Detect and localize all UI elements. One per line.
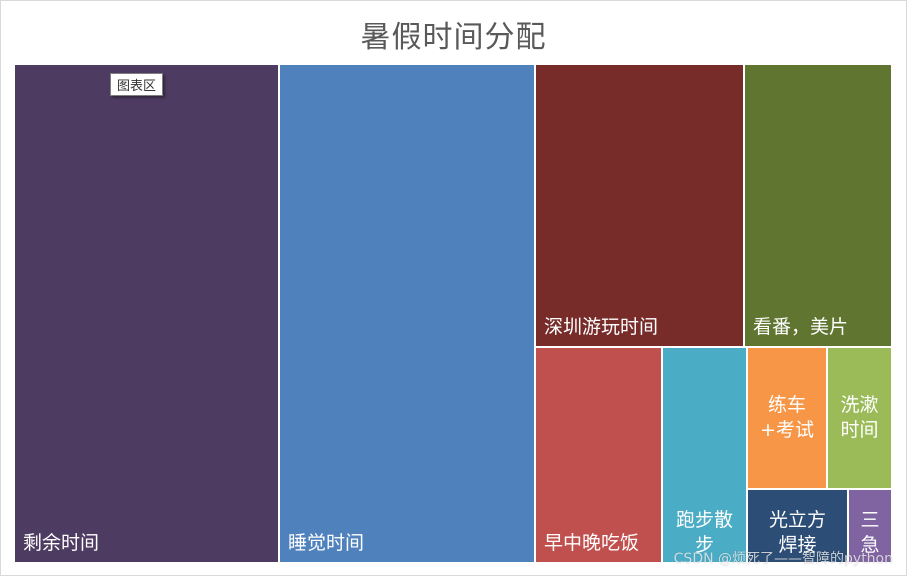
tile-meals[interactable]: 早中晚吃饭 [535, 347, 662, 563]
tile-shenzhen-trip[interactable]: 深圳游玩时间 [535, 64, 744, 347]
tile-label-sleep-time: 睡觉时间 [288, 532, 365, 554]
tile-label-driving-practice: 练车+考试 [760, 394, 814, 441]
tile-label-restroom: 三急 [860, 509, 880, 556]
chart-title: 暑假时间分配 [360, 20, 547, 55]
tile-sleep-time[interactable]: 睡觉时间 [279, 64, 535, 563]
tile-label-light-cube-welding: 光立方焊接 [768, 509, 826, 556]
tile-washing-time[interactable]: 洗漱时间 [827, 347, 892, 489]
watermark: CSDN @烦死了——智障的python [673, 551, 893, 567]
tile-remaining-time[interactable]: 剩余时间 [14, 64, 279, 563]
tile-running-walking[interactable]: 跑步散步 [662, 347, 747, 563]
tile-label-running-walking: 跑步散步 [675, 509, 733, 556]
tile-label-washing-time: 洗漱时间 [840, 394, 879, 441]
tile-label-meals: 早中晚吃饭 [544, 532, 640, 554]
chart-area-tooltip: 图表区 [110, 73, 164, 96]
tile-driving-practice[interactable]: 练车+考试 [747, 347, 827, 489]
tile-label-shenzhen-trip: 深圳游玩时间 [544, 316, 659, 338]
plot-area[interactable]: 剩余时间 睡觉时间 深圳游玩时间 看番，美片 早中晚吃饭 跑步散步 练车+考试 … [14, 64, 892, 563]
tile-label-anime-movies: 看番，美片 [753, 316, 849, 338]
tile-label-remaining-time: 剩余时间 [23, 532, 100, 554]
tile-light-cube-welding[interactable]: 光立方焊接 [747, 489, 848, 563]
tile-anime-movies[interactable]: 看番，美片 [744, 64, 892, 347]
tile-restroom[interactable]: 三急 [848, 489, 892, 563]
